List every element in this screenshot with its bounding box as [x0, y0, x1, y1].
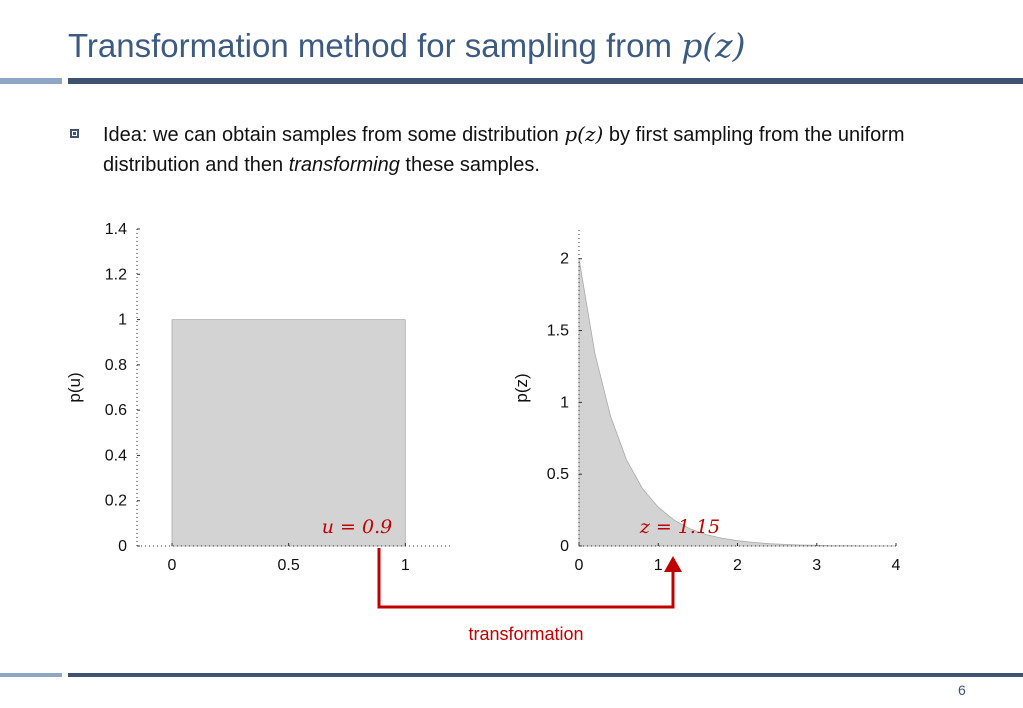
footer-rule-accent	[0, 673, 62, 677]
y-tick-label: 0.6	[105, 402, 127, 419]
y-tick-label: 0.8	[105, 357, 127, 374]
y-tick-label: 0.5	[547, 466, 569, 483]
y-tick-label: 1.4	[105, 221, 127, 238]
y-axis-label: p(z)	[512, 373, 531, 402]
page-number: 6	[958, 682, 966, 698]
bullet-text: Idea: we can obtain samples from some di…	[103, 119, 983, 180]
x-tick-label: 1	[654, 557, 663, 574]
x-tick-label: 0	[168, 557, 177, 574]
transformation-label: transformation	[468, 624, 583, 644]
y-tick-label: 0	[118, 538, 127, 555]
bullet-emphasis: transforming	[288, 154, 400, 176]
transformation-arrow-line	[377, 548, 675, 609]
value-annotation: u = 0.9	[322, 516, 392, 538]
y-tick-label: 1.5	[547, 323, 569, 340]
x-tick-label: 0	[575, 557, 584, 574]
uniform-plot: 0 0.2 0.4 0.6 0.8 1 1.2 1.4 0 0.5 1 p(u) u = 0.9	[65, 221, 452, 574]
x-tick-label: 4	[892, 557, 901, 574]
header-rule-accent	[0, 78, 62, 84]
y-tick-label: 0	[560, 538, 569, 555]
bullet-math: p(z)	[564, 122, 604, 146]
y-tick-label: 2	[560, 251, 569, 268]
bullet-part3: these samples.	[399, 154, 540, 176]
y-tick-label: 0.4	[105, 447, 127, 464]
bullet-square-icon	[70, 129, 79, 138]
slide-title: Transformation method for sampling from …	[68, 26, 745, 65]
transformation-arrowhead	[664, 556, 682, 572]
y-tick-label: 1	[118, 312, 127, 329]
exponential-plot: 0 0.5 1 1.5 2 0 1 2 3 4 p(z) z = 1.15	[512, 230, 901, 574]
value-annotation: z = 1.15	[639, 516, 720, 538]
transformation-arrow: transformation	[377, 548, 682, 644]
y-tick-label: 1	[560, 394, 569, 411]
y-axis-label: p(u)	[65, 372, 84, 402]
x-tick-label: 0.5	[278, 557, 300, 574]
x-tick-label: 1	[401, 557, 410, 574]
y-tick-label: 1.2	[105, 266, 127, 283]
x-tick-label: 3	[812, 557, 821, 574]
x-tick-label: 2	[733, 557, 742, 574]
density-area	[171, 319, 406, 547]
title-text: Transformation method for sampling from	[68, 27, 682, 64]
title-math: p(z)	[681, 26, 746, 65]
bullet-part2: by first sampling from the uniform distr…	[103, 124, 905, 176]
footer-rule	[68, 673, 1023, 677]
density-area	[578, 258, 897, 547]
bullet-part1: Idea: we can obtain samples from some di…	[103, 124, 565, 146]
header-rule	[68, 78, 1023, 84]
y-tick-label: 0.2	[105, 493, 127, 510]
